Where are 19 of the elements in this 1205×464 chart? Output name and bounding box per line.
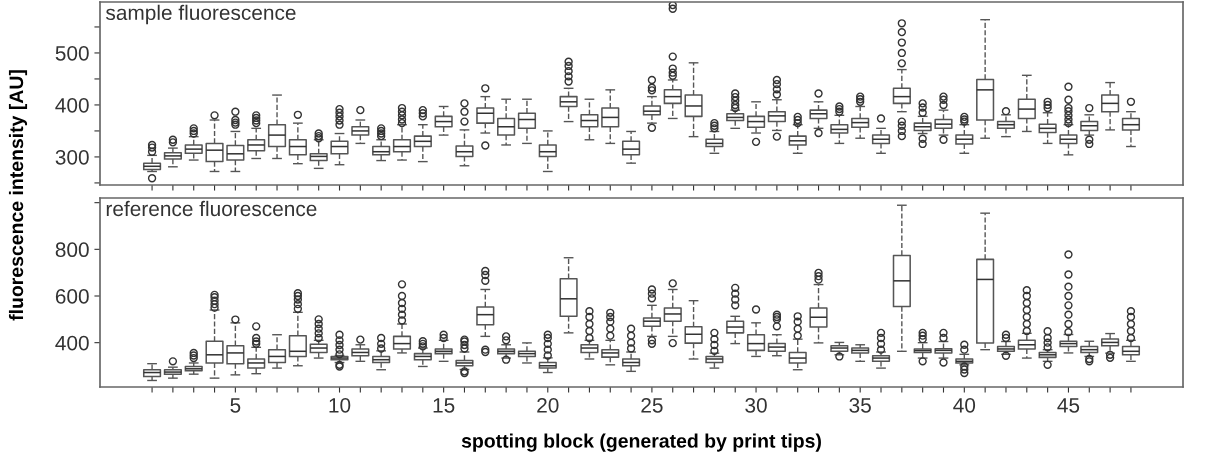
x-tick-label: 45 [1057, 398, 1080, 413]
x-tick-label: 15 [433, 398, 455, 413]
y-tick-label: 500 [55, 45, 89, 61]
x-tick-label: 25 [641, 397, 663, 413]
x-axis-title: spotting block (generated by print tips) [461, 433, 821, 452]
x-tick-label: 20 [537, 397, 559, 413]
x-tick-label: 5 [230, 398, 241, 413]
y-axis-title: fluorescence intensity [AU] [8, 70, 28, 321]
y-tick-label: 600 [55, 289, 89, 304]
chart-title: reference fluorescence [106, 200, 317, 217]
x-tick-label: 30 [745, 397, 767, 413]
y-tick-label: 300 [55, 149, 89, 165]
y-tick-label: 400 [55, 335, 89, 351]
x-tick-label: 35 [849, 397, 871, 413]
x-tick-label: 40 [953, 397, 976, 413]
y-tick-label: 800 [55, 242, 89, 258]
chart-title: sample fluorescence [105, 4, 296, 25]
x-tick-label: 10 [329, 397, 351, 413]
y-tick-label: 400 [55, 97, 89, 113]
